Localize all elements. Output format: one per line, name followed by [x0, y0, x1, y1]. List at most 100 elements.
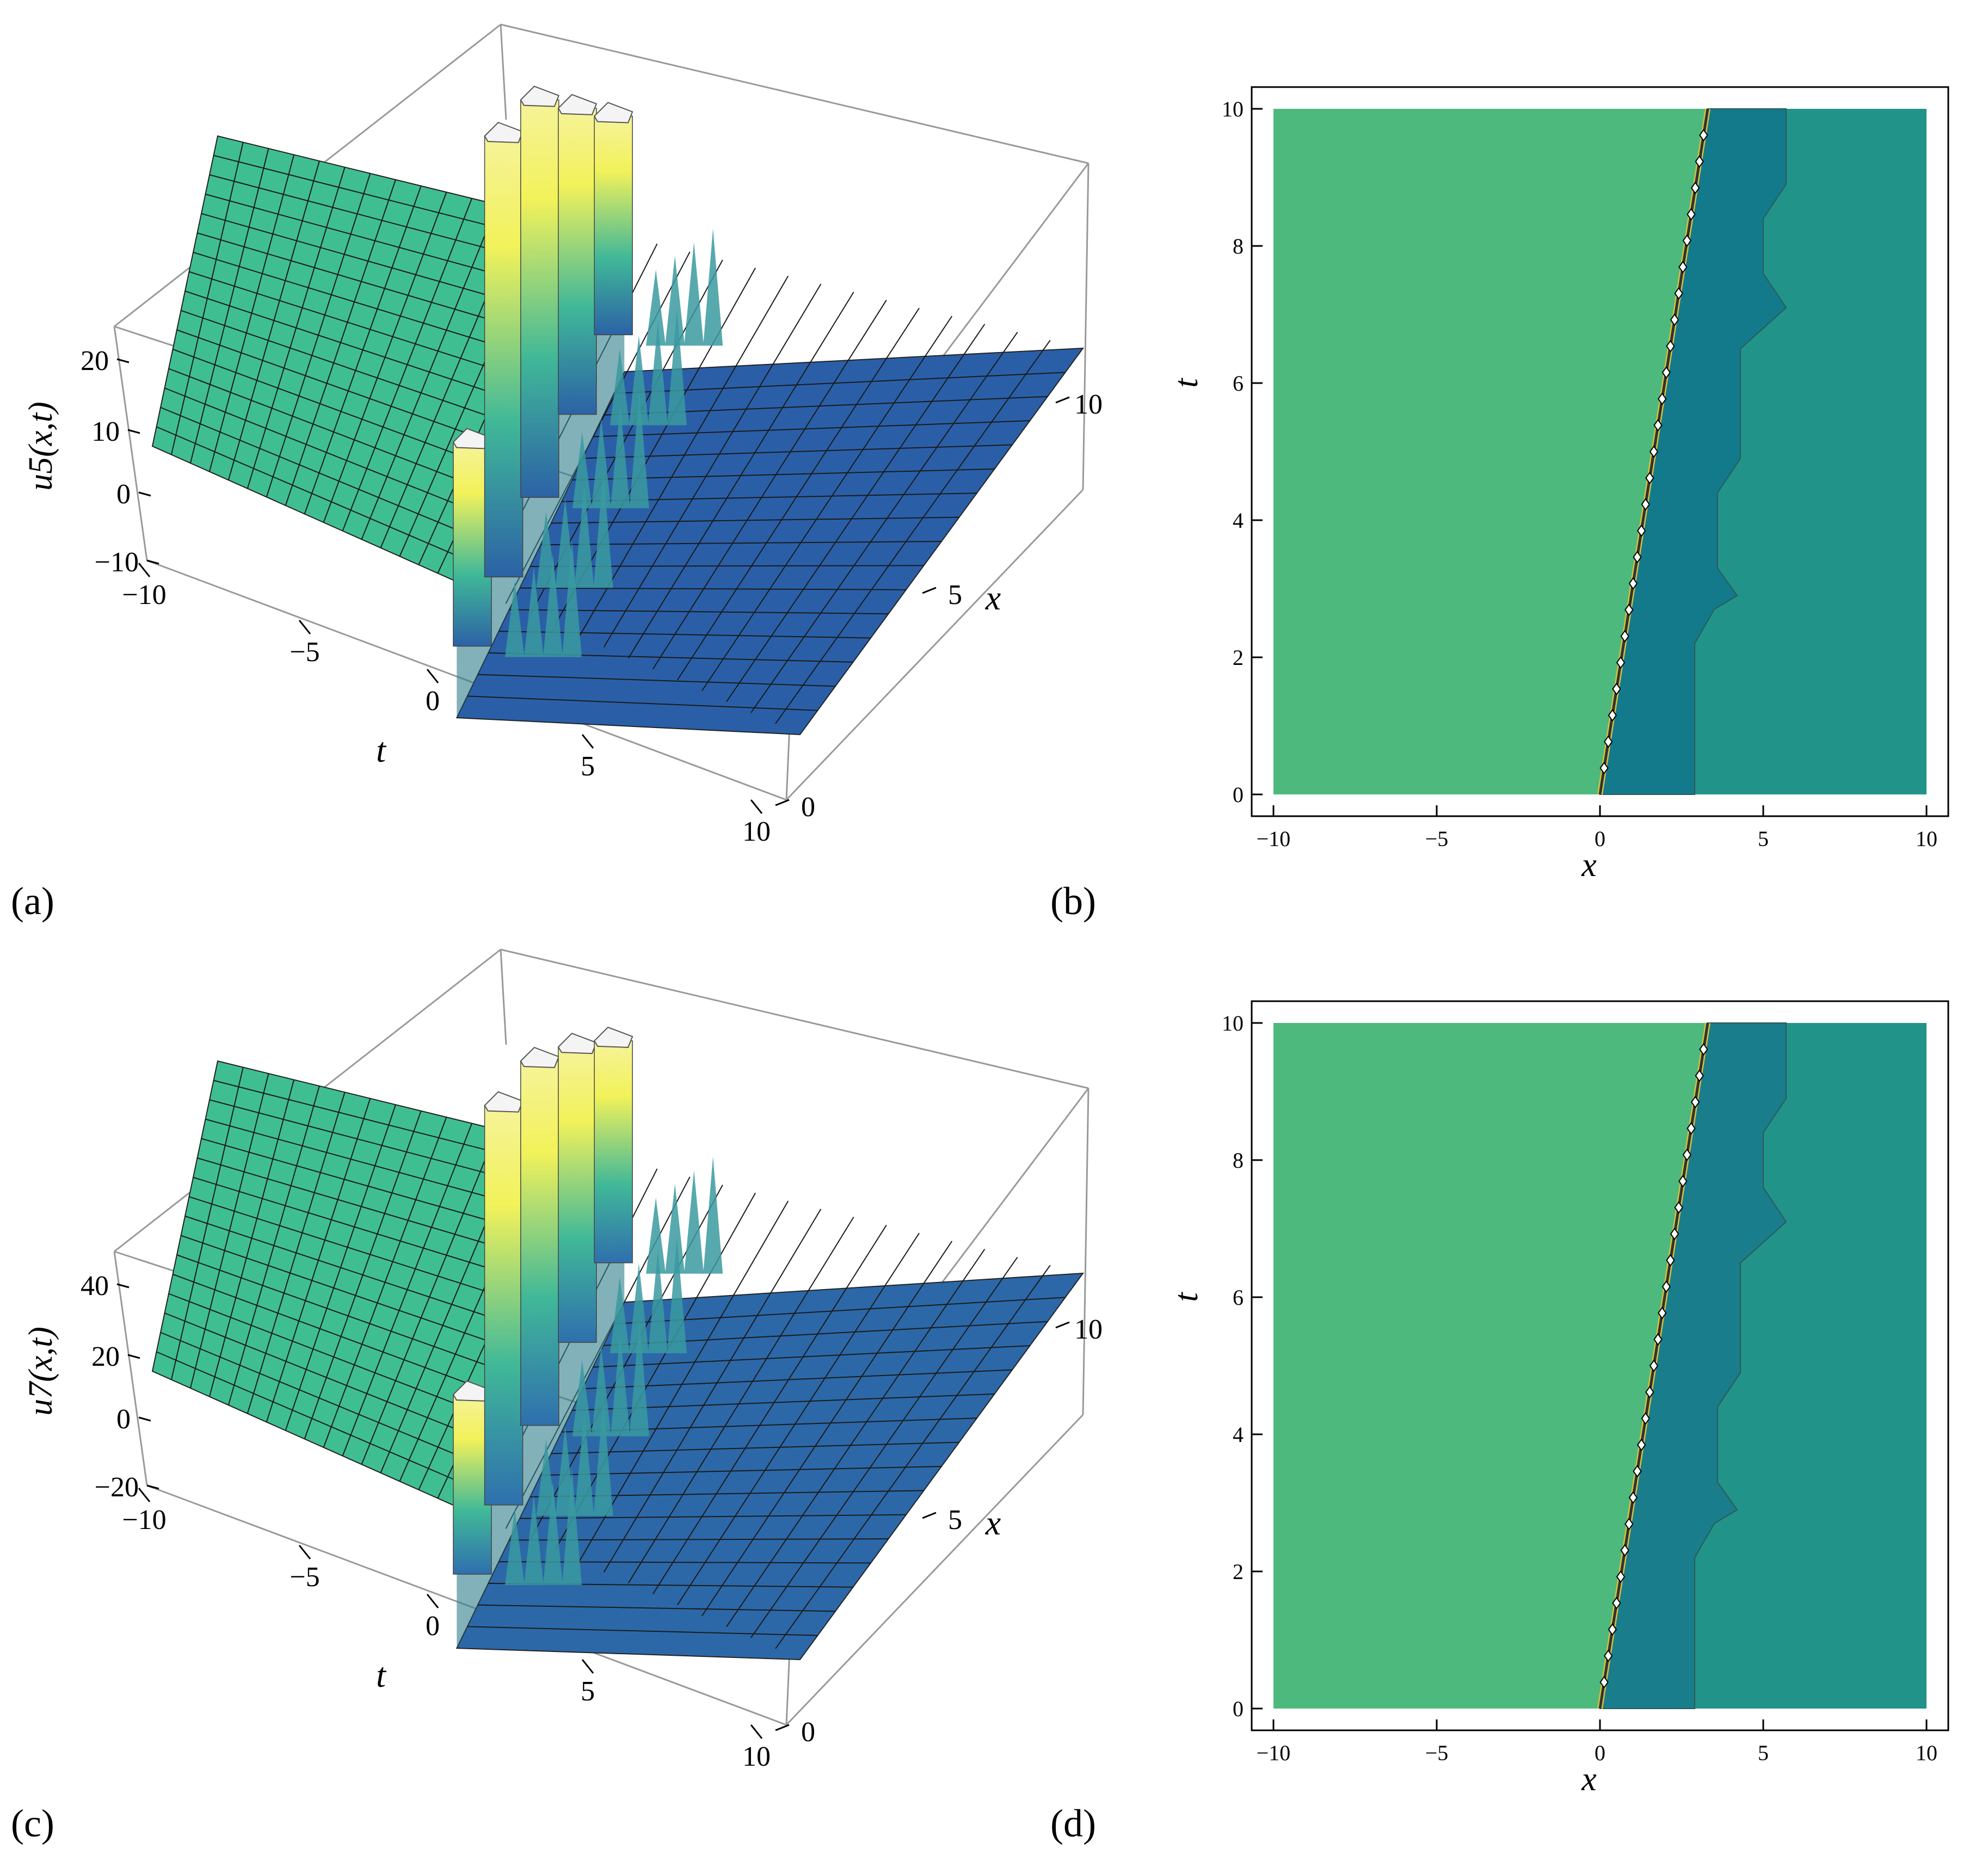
- y-tick-label: 10: [1222, 1011, 1244, 1035]
- t-tick-label: 0: [426, 686, 440, 717]
- front-marker: [1604, 735, 1613, 748]
- ripple-spike: [555, 498, 575, 588]
- front-marker: [1687, 1122, 1696, 1135]
- x-tick: [922, 1512, 937, 1519]
- z-tick: [116, 358, 130, 363]
- front-marker: [1599, 761, 1609, 775]
- t-tick-label: 5: [581, 1676, 595, 1707]
- front-marker: [1661, 366, 1671, 379]
- front-marker: [1658, 392, 1667, 405]
- x-tick-label: 0: [1595, 827, 1605, 851]
- front-marker: [1636, 524, 1646, 538]
- t-tick-label: 0: [426, 1611, 440, 1642]
- front-marker: [1645, 1385, 1654, 1399]
- ripple-spike: [629, 335, 649, 426]
- t-tick: [581, 1659, 594, 1674]
- peak-column: [520, 99, 559, 498]
- panel-label-a: (a): [11, 879, 54, 923]
- front-marker: [1624, 1518, 1634, 1531]
- t-tick: [426, 669, 439, 683]
- front-marker: [1624, 603, 1634, 616]
- t-tick: [298, 620, 311, 634]
- front-marker: [1608, 1623, 1617, 1636]
- y-tick-label: 2: [1233, 1559, 1244, 1584]
- y-axis: 0 2 4 6 8 10: [1222, 1011, 1263, 1721]
- z-tick: [127, 1354, 140, 1359]
- ripple-spike: [648, 1250, 668, 1354]
- z-axis-label: u5(x,t): [22, 402, 59, 491]
- front-marker: [1628, 1491, 1638, 1505]
- region-left: [1273, 109, 1708, 794]
- t-tick: [138, 563, 151, 577]
- surface-plot-a: 20 10 0 −10 u5(x,t) −10 −5 0 5 10 t 10 5 0 x: [22, 23, 1103, 847]
- front-marker: [1604, 1649, 1613, 1662]
- x-tick: [775, 799, 790, 806]
- ripple-spike: [562, 540, 582, 657]
- ripple-spike: [667, 308, 687, 426]
- ripple-spike: [572, 1360, 592, 1436]
- peak-column: [558, 1046, 597, 1343]
- front-marker: [1653, 1333, 1663, 1346]
- x-axis: 10 5 0: [775, 389, 1103, 823]
- x-tick: [922, 587, 937, 594]
- front-marker: [1649, 1359, 1659, 1372]
- front-marker: [1620, 630, 1629, 643]
- front-marker: [1612, 1596, 1621, 1610]
- front-marker: [1690, 1095, 1700, 1109]
- ripple-spike: [610, 1333, 630, 1436]
- x-axis-label: x: [1581, 847, 1597, 884]
- ripple-spike: [703, 229, 723, 346]
- z-tick: [127, 429, 140, 434]
- front-marker: [1620, 1544, 1629, 1557]
- ripple-spike: [555, 1426, 575, 1516]
- z-tick-label: −10: [95, 547, 139, 578]
- z-tick-label: 0: [116, 1404, 131, 1435]
- x-axis: −10 −5 0 5 10: [1257, 1719, 1937, 1765]
- ripple-spike: [610, 1277, 630, 1354]
- z-tick: [138, 1416, 151, 1422]
- peak-cap: [520, 1046, 560, 1069]
- peak-cap: [557, 1032, 598, 1055]
- ripple-spike: [504, 1509, 525, 1586]
- ripple-spike: [646, 1197, 666, 1274]
- ripple-spike: [667, 1236, 687, 1354]
- front-marker: [1666, 340, 1675, 353]
- ripple-spike: [574, 484, 594, 588]
- z-axis: 40 20 0 −20: [81, 1271, 159, 1503]
- front-marker: [1633, 1465, 1642, 1478]
- front-marker: [1616, 656, 1626, 669]
- ripple-spike: [524, 1495, 544, 1586]
- ripple-spike: [536, 1439, 556, 1516]
- ripple-spike: [665, 1183, 685, 1274]
- x-axis: −10 −5 0 5 10: [1257, 805, 1937, 851]
- y-tick-label: 4: [1233, 1422, 1244, 1447]
- ripple-spike: [572, 432, 592, 509]
- front-marker: [1695, 155, 1704, 168]
- front-marker: [1636, 1438, 1646, 1452]
- front-marker: [1678, 261, 1688, 274]
- t-axis-label: t: [376, 1656, 387, 1694]
- x-tick-label: −10: [1257, 1741, 1291, 1765]
- z-axis-label: u7(x,t): [22, 1327, 59, 1416]
- x-tick-label: 5: [1758, 1741, 1769, 1765]
- peak-cap: [520, 85, 560, 107]
- peak-cap: [593, 102, 633, 124]
- x-tick-label: −10: [1257, 827, 1291, 851]
- z-tick-label: 20: [81, 346, 109, 377]
- t-tick-label: 5: [581, 751, 595, 782]
- t-axis: −10 −5 0 5 10: [122, 1488, 771, 1772]
- peak-cap: [593, 1026, 633, 1048]
- y-axis: 0 2 4 6 8 10: [1222, 97, 1263, 807]
- ripple-spike: [648, 322, 668, 426]
- t-tick-label: −5: [290, 1562, 319, 1593]
- peak-column: [594, 1040, 633, 1263]
- front-marker: [1666, 1254, 1675, 1267]
- region-left: [1273, 1023, 1708, 1709]
- peak-cap: [484, 1091, 524, 1113]
- front-marker: [1653, 418, 1663, 432]
- x-tick: [1055, 1321, 1070, 1329]
- front-marker: [1670, 313, 1679, 326]
- x-axis-label: x: [985, 1503, 1001, 1542]
- x-tick-label: 0: [801, 1717, 815, 1748]
